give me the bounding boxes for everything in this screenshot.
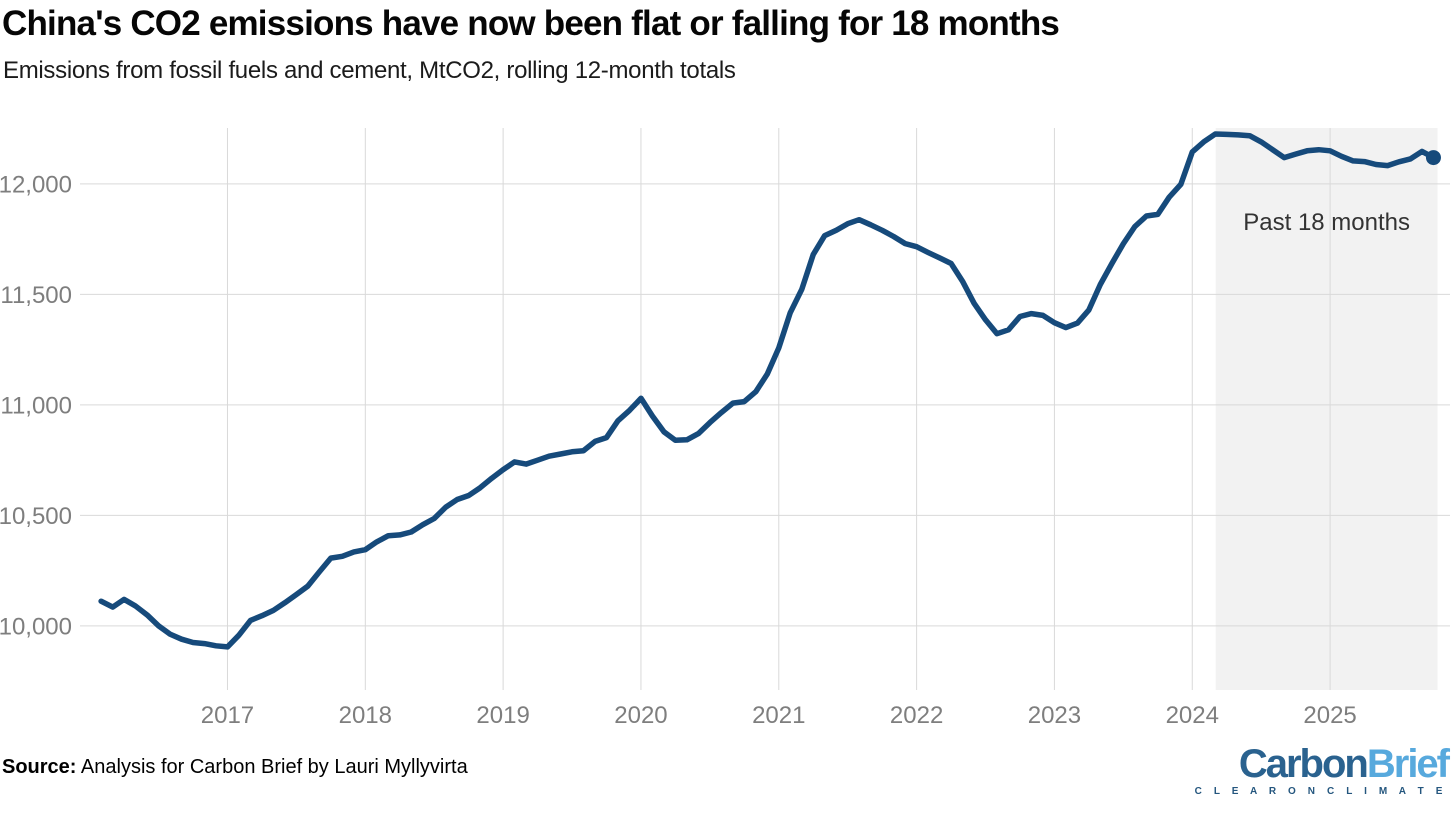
x-tick-label: 2025: [1303, 702, 1356, 729]
y-tick-label: 12,000: [0, 171, 72, 198]
y-tick-label: 11,500: [0, 282, 72, 309]
source-note: Source: Analysis for Carbon Brief by Lau…: [2, 756, 468, 779]
past-18-months-region: [1215, 128, 1438, 690]
y-tick-label: 10,500: [0, 503, 72, 530]
x-tick-label: 2018: [339, 702, 392, 729]
x-tick-label: 2019: [476, 702, 529, 729]
annotation-past-18-months: Past 18 months: [1243, 209, 1410, 236]
source-text: Analysis for Carbon Brief by Lauri Mylly…: [76, 756, 468, 778]
x-tick-label: 2017: [201, 702, 254, 729]
source-label: Source:: [2, 756, 77, 778]
logo-wordmark: CarbonBrief: [1195, 742, 1450, 786]
emissions-line: [98, 131, 1437, 650]
x-tick-label: 2023: [1028, 702, 1081, 729]
y-tick-label: 10,000: [0, 613, 72, 640]
carbon-brief-logo: CarbonBrief C L E A R O N C L I M A T E: [1194, 742, 1450, 797]
end-point-dot: [1425, 150, 1441, 166]
x-tick-label: 2024: [1166, 702, 1219, 729]
page-subtitle: Emissions from fossil fuels and cement, …: [3, 57, 736, 84]
page-title: China's CO2 emissions have now been flat…: [2, 4, 1060, 43]
logo-brief: Brief: [1366, 742, 1450, 786]
x-tick-label: 2022: [890, 702, 943, 729]
y-tick-label: 11,000: [0, 392, 72, 419]
logo-tagline: C L E A R O N C L I M A T E: [1194, 786, 1447, 797]
x-tick-label: 2021: [752, 702, 805, 729]
logo-carbon: Carbon: [1238, 742, 1369, 786]
x-tick-label: 2020: [614, 702, 667, 729]
